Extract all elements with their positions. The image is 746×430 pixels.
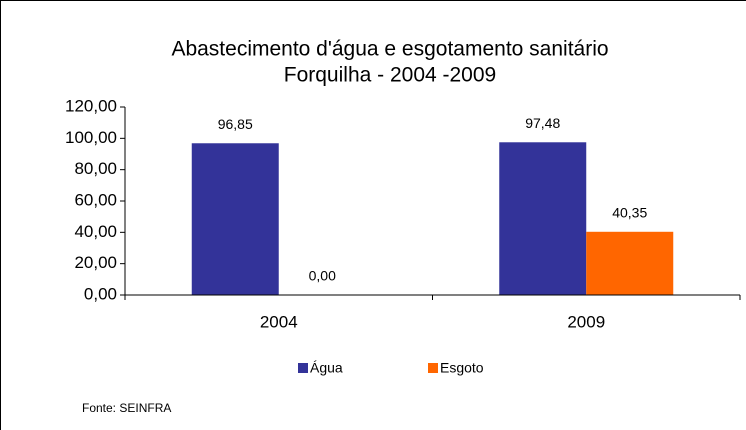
source-note: Fonte: SEINFRA [82,401,171,415]
y-tick-label: 0,00 [84,284,117,303]
bar [191,143,279,295]
bar [499,142,587,295]
x-tick-label: 2004 [260,312,298,331]
y-tick-label: 100,00 [65,128,117,147]
value-label: 96,85 [218,116,253,132]
chart-title: Abastecimento d'água e esgotamento sanit… [171,38,608,61]
legend-label: Água [310,360,343,376]
value-label: 0,00 [309,268,336,284]
legend-swatch [428,363,438,373]
legend-label: Esgoto [440,360,484,376]
y-tick-label: 80,00 [74,159,117,178]
value-label: 97,48 [525,115,560,131]
y-tick-label: 60,00 [74,190,117,209]
legend-swatch [298,363,308,373]
x-tick-label: 2009 [567,312,605,331]
value-label: 40,35 [612,204,647,220]
y-tick-label: 20,00 [74,253,117,272]
bar [586,231,674,295]
y-tick-label: 40,00 [74,222,117,241]
y-tick-label: 120,00 [65,96,117,115]
chart-subtitle: Forquilha - 2004 -2009 [284,64,496,87]
